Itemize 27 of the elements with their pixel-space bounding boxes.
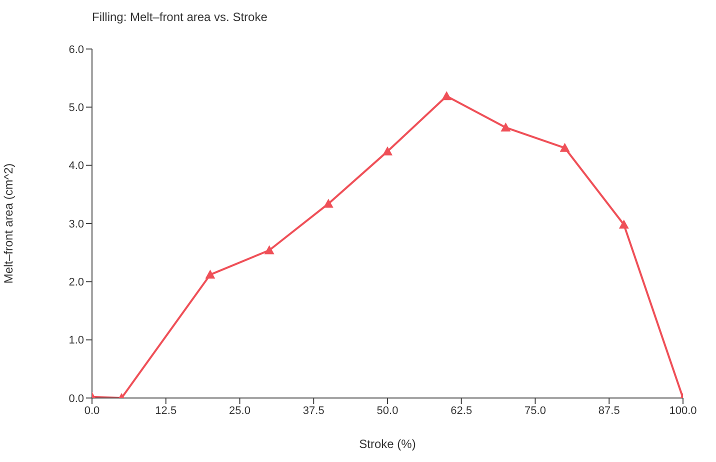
x-tick-label: 25.0 xyxy=(229,404,250,417)
point xyxy=(560,142,570,152)
y-tick-label: 5.0 xyxy=(68,102,84,114)
x-tick-label: 75.0 xyxy=(524,404,546,417)
x-tick-label: 62.5 xyxy=(450,404,472,417)
point xyxy=(382,146,392,156)
y-tick-label: 6.0 xyxy=(68,44,84,56)
x-tick-label: 0.0 xyxy=(84,404,100,417)
x-axis-title: Stroke (%) xyxy=(359,437,416,451)
y-tick-label: 3.0 xyxy=(68,218,84,230)
x-tick-label: 37.5 xyxy=(302,404,324,417)
y-axis-title: Melt–front area (cm^2) xyxy=(1,163,16,284)
point xyxy=(205,270,216,279)
x-tick-label: 12.5 xyxy=(155,404,177,417)
y-tick-label: 0.0 xyxy=(68,392,84,405)
point xyxy=(500,122,511,132)
y-tick-label: 1.0 xyxy=(68,334,84,347)
point xyxy=(442,91,452,100)
point xyxy=(264,245,274,254)
x-tick-label: 50.0 xyxy=(376,404,398,417)
point xyxy=(323,198,334,208)
y-tick-label: 4.0 xyxy=(68,160,84,172)
y-tick-label: 2.0 xyxy=(68,276,84,289)
x-tick-label: 100.0 xyxy=(669,404,697,417)
chart-title: Filling: Melt–front area vs. Stroke xyxy=(92,10,268,24)
point xyxy=(618,220,629,229)
x-tick-label: 87.5 xyxy=(598,404,620,417)
